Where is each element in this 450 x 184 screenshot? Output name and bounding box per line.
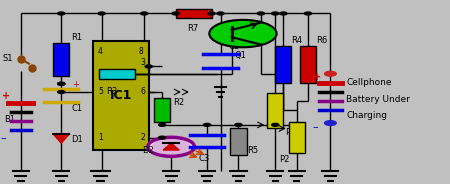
Bar <box>267 93 284 128</box>
Text: R1: R1 <box>71 33 82 42</box>
Text: Charging: Charging <box>346 111 387 120</box>
Bar <box>93 41 149 151</box>
Text: R7: R7 <box>187 24 198 33</box>
Circle shape <box>324 121 336 125</box>
Text: P1: P1 <box>285 128 296 137</box>
Bar <box>300 46 316 83</box>
Bar <box>289 122 305 153</box>
Circle shape <box>217 12 224 15</box>
Text: 6: 6 <box>141 88 145 96</box>
Text: +: + <box>2 91 10 101</box>
Bar <box>154 98 170 122</box>
Text: IC1: IC1 <box>109 89 132 102</box>
Text: 2: 2 <box>141 133 145 142</box>
Circle shape <box>152 139 191 155</box>
Circle shape <box>141 12 148 15</box>
Bar <box>230 128 247 155</box>
Text: R6: R6 <box>316 36 327 45</box>
Text: R3: R3 <box>106 86 117 95</box>
Circle shape <box>235 123 242 126</box>
Text: +: + <box>72 80 79 89</box>
Text: D1: D1 <box>71 135 83 144</box>
Circle shape <box>272 12 279 15</box>
Text: C2: C2 <box>229 42 240 51</box>
Polygon shape <box>53 134 69 143</box>
Text: R4: R4 <box>292 36 302 45</box>
Circle shape <box>172 12 179 15</box>
Text: C1: C1 <box>71 104 82 113</box>
Text: S1: S1 <box>3 54 14 63</box>
Text: Q1: Q1 <box>235 51 247 60</box>
Text: 4: 4 <box>98 47 103 56</box>
Text: Battery Under: Battery Under <box>346 95 410 104</box>
Text: Cellphone: Cellphone <box>346 78 392 87</box>
Circle shape <box>58 91 65 93</box>
Text: R2: R2 <box>173 98 184 107</box>
Bar <box>53 43 69 76</box>
Circle shape <box>324 71 336 76</box>
Circle shape <box>203 123 211 126</box>
Circle shape <box>208 12 215 15</box>
Text: +: + <box>313 72 321 82</box>
Circle shape <box>209 20 277 47</box>
Circle shape <box>58 82 65 85</box>
Text: R5: R5 <box>248 146 259 155</box>
Circle shape <box>145 65 152 68</box>
Text: P2: P2 <box>279 155 289 164</box>
Text: C3: C3 <box>199 154 210 163</box>
Text: 1: 1 <box>98 133 103 142</box>
Circle shape <box>158 136 166 139</box>
Polygon shape <box>163 143 179 150</box>
Circle shape <box>272 123 279 126</box>
Bar <box>275 46 292 83</box>
Text: 8: 8 <box>139 47 144 56</box>
Text: 3: 3 <box>141 58 145 67</box>
Bar <box>99 69 135 79</box>
Text: B1: B1 <box>4 115 15 124</box>
Text: –: – <box>1 133 6 143</box>
Circle shape <box>148 137 194 156</box>
Bar <box>176 9 211 18</box>
Text: –: – <box>312 122 318 132</box>
Circle shape <box>158 123 166 126</box>
Circle shape <box>58 82 65 85</box>
Text: 5: 5 <box>98 88 103 96</box>
Circle shape <box>98 12 105 15</box>
Circle shape <box>58 12 65 15</box>
Circle shape <box>280 12 287 15</box>
Circle shape <box>257 12 265 15</box>
Circle shape <box>304 12 311 15</box>
Text: D2: D2 <box>142 146 154 155</box>
